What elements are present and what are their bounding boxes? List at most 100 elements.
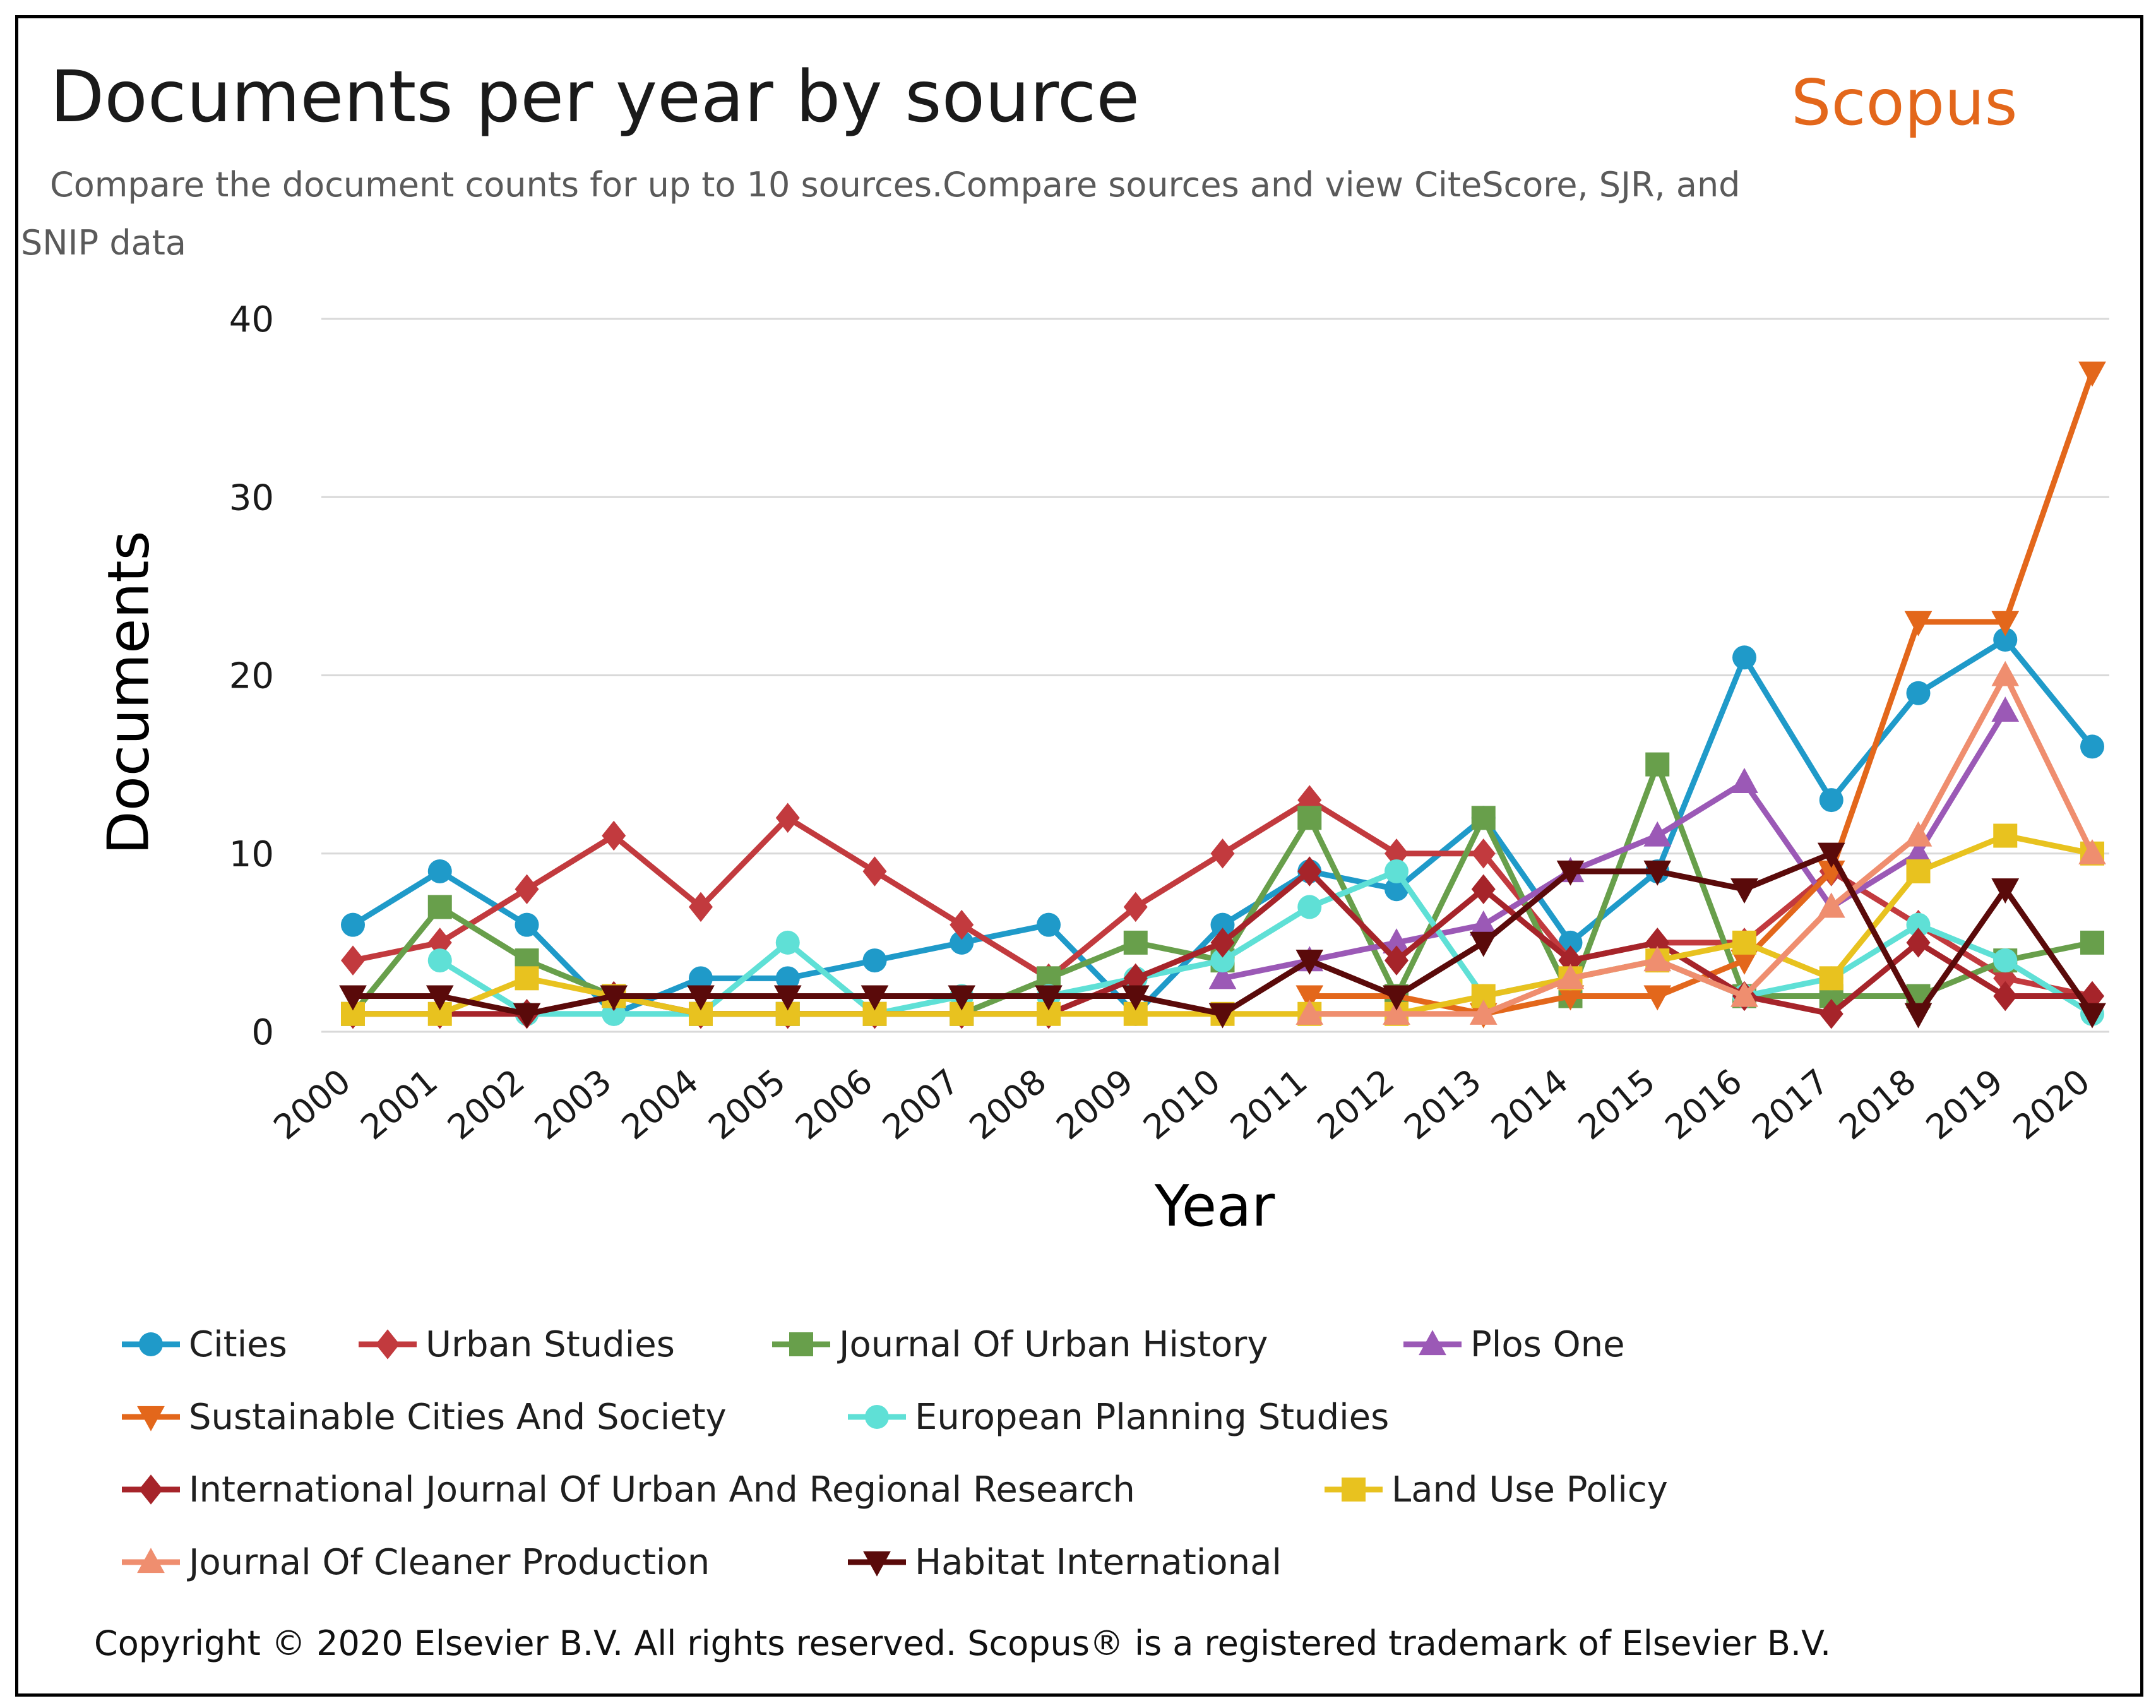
data-point[interactable] [515, 912, 539, 937]
legend-item[interactable]: Habitat International [845, 1540, 1282, 1584]
legend-marker-icon[interactable] [789, 1332, 813, 1356]
legend-marker-icon[interactable] [139, 1332, 163, 1356]
data-point[interactable] [1730, 950, 1758, 975]
scopus-logo[interactable]: Scopus [1791, 66, 2018, 140]
data-point[interactable] [1469, 931, 1498, 957]
data-point[interactable] [689, 966, 713, 991]
data-point[interactable] [427, 895, 452, 919]
data-point[interactable] [1121, 985, 1150, 1011]
data-point[interactable] [1730, 878, 1758, 904]
data-point[interactable] [1906, 928, 1931, 958]
data-point[interactable] [1297, 806, 1322, 830]
data-point[interactable] [775, 803, 800, 833]
data-point[interactable] [1556, 860, 1585, 886]
data-point[interactable] [775, 966, 800, 991]
legend-marker-icon[interactable] [139, 1474, 163, 1505]
data-point[interactable] [687, 985, 715, 1011]
data-point[interactable] [1297, 856, 1322, 887]
data-point[interactable] [1210, 948, 1235, 973]
data-point[interactable] [1295, 985, 1324, 1011]
data-point[interactable] [2078, 1003, 2106, 1029]
legend-item[interactable]: Plos One [1401, 1322, 1625, 1366]
legend-item[interactable]: Journal Of Cleaner Production [119, 1540, 710, 1584]
data-point[interactable] [2080, 930, 2104, 955]
series-line[interactable] [1306, 672, 2095, 1017]
data-point[interactable] [1991, 660, 2020, 686]
data-point[interactable] [1383, 928, 1410, 953]
data-point[interactable] [1645, 752, 1670, 777]
data-point[interactable] [1556, 985, 1585, 1011]
data-point[interactable] [1123, 930, 1148, 955]
data-point[interactable] [1208, 1003, 1237, 1029]
data-point[interactable] [1906, 859, 1931, 883]
legend-item[interactable]: Land Use Policy [1322, 1467, 1668, 1512]
data-point[interactable] [1295, 950, 1324, 975]
data-point[interactable] [341, 945, 365, 976]
data-point[interactable] [1817, 842, 1845, 868]
data-point[interactable] [1556, 964, 1585, 989]
legend-marker-icon[interactable] [137, 1548, 165, 1574]
legend-item[interactable]: International Journal Of Urban And Regio… [119, 1467, 1135, 1512]
data-point[interactable] [1993, 628, 2018, 652]
legend-marker-icon[interactable] [137, 1406, 165, 1431]
data-point[interactable] [2078, 361, 2106, 387]
data-point[interactable] [426, 985, 454, 1011]
data-point[interactable] [1210, 839, 1235, 869]
data-point[interactable] [1906, 912, 1931, 937]
data-point[interactable] [862, 948, 887, 973]
data-point[interactable] [1904, 821, 1933, 847]
data-point[interactable] [1732, 930, 1756, 955]
data-point[interactable] [513, 1003, 541, 1029]
data-point[interactable] [1819, 999, 1843, 1029]
legend-marker-icon[interactable] [865, 1405, 889, 1429]
legend-item[interactable]: Cities [119, 1322, 287, 1366]
legend-marker-icon[interactable] [1342, 1478, 1366, 1502]
data-point[interactable] [1035, 985, 1063, 1011]
data-point[interactable] [1819, 788, 1843, 813]
data-point[interactable] [775, 930, 800, 955]
legend-marker-icon[interactable] [376, 1329, 400, 1359]
data-point[interactable] [602, 820, 626, 851]
data-point[interactable] [1991, 611, 2020, 636]
data-point[interactable] [689, 892, 713, 923]
data-point[interactable] [1643, 985, 1672, 1011]
data-point[interactable] [1993, 948, 2018, 973]
data-point[interactable] [2078, 839, 2106, 864]
data-point[interactable] [1993, 823, 2018, 848]
data-point[interactable] [1385, 945, 1409, 976]
data-point[interactable] [1037, 912, 1061, 937]
data-point[interactable] [1991, 696, 2020, 722]
data-point[interactable] [339, 985, 367, 1011]
series-line[interactable] [437, 868, 2095, 1017]
data-point[interactable] [1469, 999, 1498, 1025]
legend-item[interactable]: Urban Studies [356, 1322, 675, 1366]
data-point[interactable] [427, 859, 452, 883]
data-point[interactable] [1817, 892, 1845, 918]
legend-item[interactable]: Sustainable Cities And Society [119, 1395, 727, 1439]
data-point[interactable] [1210, 928, 1235, 958]
data-point[interactable] [1730, 981, 1758, 1007]
legend-marker-icon[interactable] [863, 1551, 891, 1577]
data-point[interactable] [427, 948, 452, 973]
data-point[interactable] [1643, 946, 1672, 972]
data-point[interactable] [1383, 985, 1410, 1011]
data-point[interactable] [1383, 999, 1410, 1025]
legend-item[interactable]: Journal Of Urban History [770, 1322, 1268, 1366]
data-point[interactable] [1991, 878, 2020, 904]
data-point[interactable] [773, 985, 802, 1011]
data-point[interactable] [341, 912, 365, 937]
data-point[interactable] [1643, 821, 1672, 847]
data-point[interactable] [1210, 912, 1235, 937]
data-point[interactable] [950, 930, 974, 955]
data-point[interactable] [515, 966, 539, 991]
data-point[interactable] [1732, 645, 1756, 670]
data-point[interactable] [1469, 910, 1498, 936]
data-point[interactable] [1208, 964, 1237, 989]
series-line[interactable] [1220, 708, 2008, 981]
data-point[interactable] [862, 856, 887, 887]
data-point[interactable] [1297, 895, 1322, 919]
data-point[interactable] [1904, 611, 1933, 636]
data-point[interactable] [1993, 981, 2018, 1012]
data-point[interactable] [861, 985, 889, 1011]
data-point[interactable] [950, 909, 974, 940]
